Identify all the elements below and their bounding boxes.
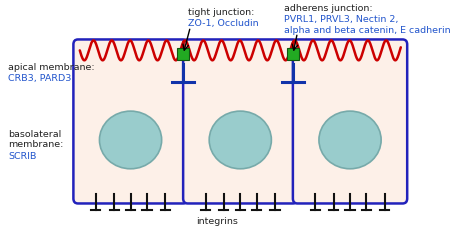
Text: apical membrane:: apical membrane: [8,63,95,72]
Ellipse shape [209,112,272,169]
Text: PVRL1, PRVL3, Nectin 2,: PVRL1, PRVL3, Nectin 2, [284,15,398,24]
Text: adherens junction:: adherens junction: [284,4,373,13]
Text: CRB3, PARD3: CRB3, PARD3 [8,74,72,83]
FancyBboxPatch shape [183,40,298,204]
Ellipse shape [319,112,381,169]
FancyBboxPatch shape [293,40,407,204]
Text: integrins: integrins [197,216,238,225]
Bar [177,49,189,61]
Text: SCRIB: SCRIB [8,151,36,160]
Text: tight junction:: tight junction: [188,8,254,17]
Text: basolateral
membrane:: basolateral membrane: [8,129,64,149]
Text: alpha and beta catenin, E cadherin: alpha and beta catenin, E cadherin [284,25,450,34]
Ellipse shape [100,112,162,169]
Text: ZO-1, Occludin: ZO-1, Occludin [188,18,258,27]
FancyBboxPatch shape [73,40,188,204]
Bar [287,49,299,61]
